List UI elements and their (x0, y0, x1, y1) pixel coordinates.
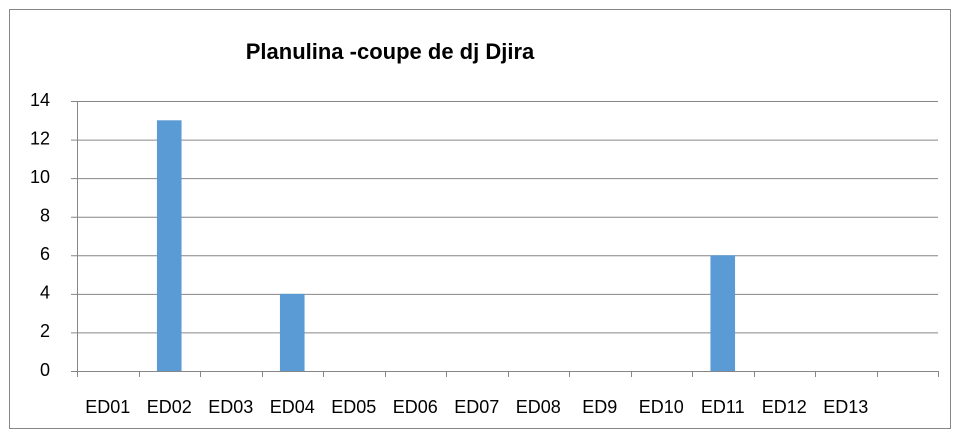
x-tick-label: ED07 (454, 397, 499, 417)
x-tick-label: ED13 (823, 397, 868, 417)
x-tick-label: ED10 (639, 397, 684, 417)
bar (279, 293, 305, 371)
y-tick-label: 12 (30, 128, 50, 148)
x-tick-label: ED06 (393, 397, 438, 417)
bar (156, 120, 182, 372)
y-tick-label: 6 (40, 244, 50, 264)
y-tick-label: 8 (40, 205, 50, 225)
bar (710, 255, 736, 371)
y-tick-label: 2 (40, 321, 50, 341)
x-tick-label: ED9 (582, 397, 617, 417)
x-tick-label: ED04 (270, 397, 315, 417)
x-tick-label: ED12 (762, 397, 807, 417)
y-tick-label: 10 (30, 167, 50, 187)
y-tick-label: 4 (40, 283, 50, 303)
x-tick-label: ED01 (85, 397, 130, 417)
x-tick-label: ED02 (147, 397, 192, 417)
y-tick-label: 0 (40, 360, 50, 380)
chart-title: Planulina -coupe de dj Djira (246, 39, 535, 64)
x-tick-label: ED03 (208, 397, 253, 417)
y-tick-label: 14 (30, 90, 50, 110)
chart-border (9, 9, 951, 429)
x-tick-label: ED08 (516, 397, 561, 417)
x-tick-label: ED11 (701, 397, 745, 417)
x-tick-label: ED05 (331, 397, 376, 417)
